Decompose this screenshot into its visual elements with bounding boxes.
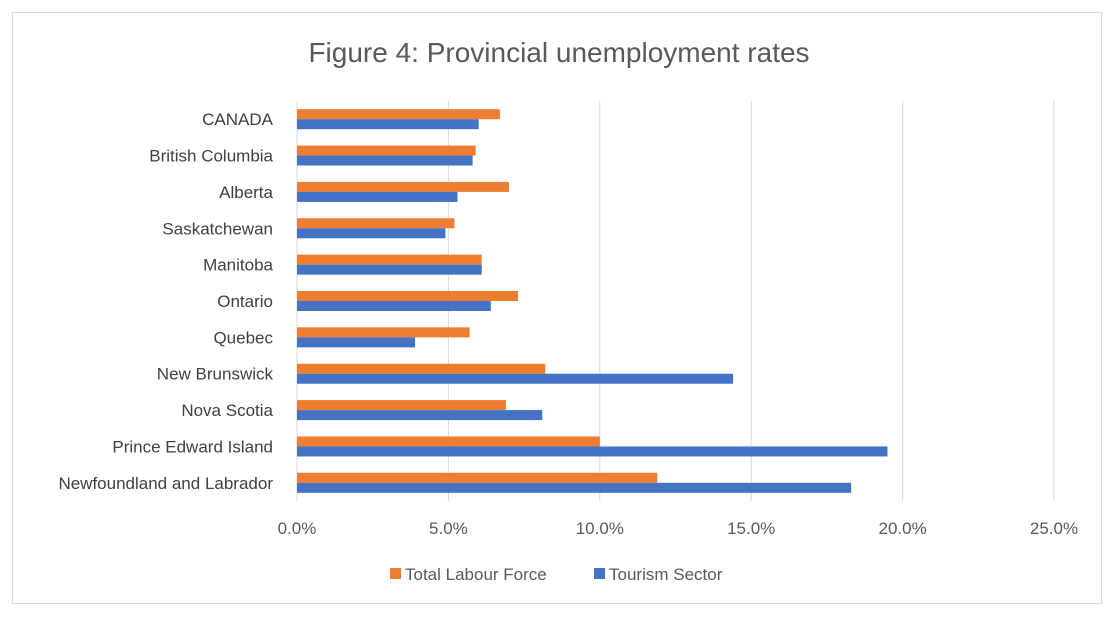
bar-tourism-sector — [297, 264, 482, 275]
category-label: New Brunswick — [157, 365, 274, 384]
bar-tourism-sector — [297, 373, 734, 384]
bar-tourism-sector — [297, 191, 458, 202]
legend-label: Total Labour Force — [405, 565, 547, 584]
x-tick-label: 20.0% — [878, 519, 926, 538]
bar-total-labour-force — [297, 109, 500, 120]
bar-tourism-sector — [297, 155, 473, 166]
category-label: Quebec — [213, 328, 273, 347]
bar-tourism-sector — [297, 446, 888, 457]
legend: Total Labour Force Tourism Sector — [390, 565, 723, 584]
category-label: Ontario — [217, 292, 273, 311]
bar-tourism-sector — [297, 228, 446, 239]
category-label: Prince Edward Island — [112, 437, 273, 456]
category-label: Nova Scotia — [181, 401, 273, 420]
chart-title: Figure 4: Provincial unemployment rates — [308, 37, 809, 68]
x-tick-label: 5.0% — [429, 519, 468, 538]
legend-swatch — [390, 568, 401, 579]
bar-total-labour-force — [297, 218, 455, 229]
bar-total-labour-force — [297, 254, 482, 265]
bar-total-labour-force — [297, 472, 658, 483]
x-tick-label: 10.0% — [576, 519, 624, 538]
bar-tourism-sector — [297, 119, 479, 130]
bar-tourism-sector — [297, 337, 416, 348]
category-label: Newfoundland and Labrador — [58, 474, 273, 493]
category-label: British Columbia — [149, 147, 273, 166]
bar-total-labour-force — [297, 181, 509, 192]
bar-total-labour-force — [297, 327, 470, 338]
x-tick-label: 25.0% — [1030, 519, 1078, 538]
bar-tourism-sector — [297, 301, 491, 311]
category-label: Saskatchewan — [162, 219, 273, 238]
bar-total-labour-force — [297, 291, 519, 301]
category-label: Alberta — [219, 183, 273, 202]
legend-swatch — [594, 568, 605, 579]
bar-total-labour-force — [297, 145, 476, 156]
bar-total-labour-force — [297, 436, 600, 447]
category-label: CANADA — [202, 110, 274, 129]
bar-tourism-sector — [297, 482, 852, 493]
x-tick-label: 0.0% — [278, 519, 317, 538]
bar-tourism-sector — [297, 410, 543, 421]
x-tick-label: 15.0% — [727, 519, 775, 538]
chart-frame — [12, 12, 1102, 604]
bar-total-labour-force — [297, 400, 506, 411]
category-label: Manitoba — [203, 256, 273, 275]
legend-label: Tourism Sector — [609, 565, 723, 584]
bar-total-labour-force — [297, 363, 546, 374]
